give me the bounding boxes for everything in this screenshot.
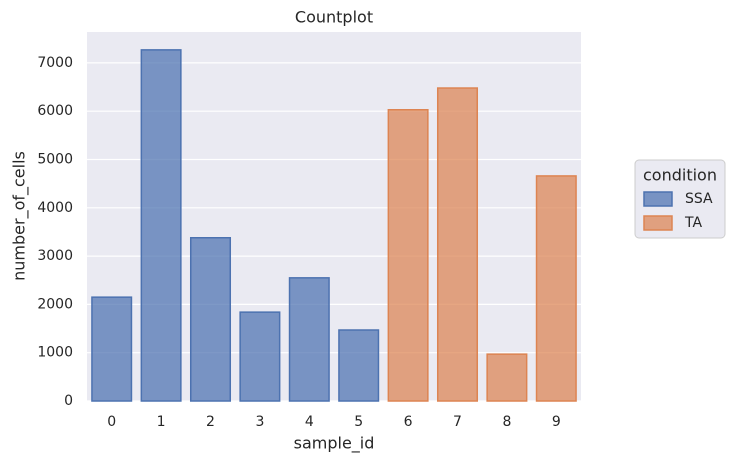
chart-title: Countplot: [295, 8, 373, 27]
bar: [436, 87, 479, 402]
y-tick-label: 2000: [37, 296, 73, 312]
y-tick-label: 0: [64, 393, 73, 409]
bar: [288, 277, 330, 402]
x-tick-label: 5: [354, 414, 363, 430]
x-axis-label: sample_id: [294, 434, 375, 454]
x-tick-label: 2: [206, 414, 215, 430]
x-tick-label: 4: [305, 414, 314, 430]
legend: condition SSA TA: [634, 159, 726, 239]
x-tick-label: 3: [255, 414, 264, 430]
legend-label: TA: [684, 215, 702, 231]
bars: [91, 49, 577, 402]
x-tick-label: 0: [107, 414, 116, 430]
bar: [140, 49, 182, 402]
x-tick-label: 7: [453, 414, 462, 430]
bar: [189, 237, 232, 402]
y-tick-label: 5000: [37, 152, 73, 168]
x-tick-label: 8: [502, 414, 511, 430]
x-tick-label: 1: [157, 414, 166, 430]
x-tick-label: 6: [404, 414, 413, 430]
legend-swatch: [643, 215, 673, 231]
bar: [338, 329, 380, 402]
bar: [387, 109, 429, 402]
x-tick-label: 9: [552, 414, 561, 430]
y-axis-label: number_of_cells: [10, 151, 30, 281]
legend-label: SSA: [685, 191, 713, 207]
y-tick-label: 3000: [37, 248, 73, 264]
y-tick-label: 1000: [37, 345, 73, 361]
y-tick-label: 4000: [37, 200, 73, 216]
bar: [239, 311, 281, 402]
legend-swatch: [643, 191, 673, 207]
bar: [91, 296, 133, 402]
legend-title: condition: [643, 166, 717, 185]
bar: [535, 175, 577, 402]
y-tick-label: 7000: [37, 55, 73, 71]
y-tick-label: 6000: [37, 103, 73, 119]
bar: [486, 353, 528, 402]
